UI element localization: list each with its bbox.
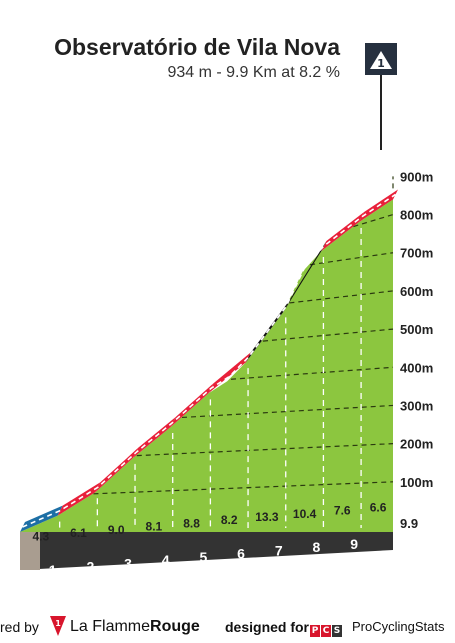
- altitude-tick-label: 700m: [400, 246, 433, 261]
- road-segment: [283, 240, 327, 312]
- altitude-tick-label: 500m: [400, 322, 433, 337]
- altitude-tick-label: 600m: [400, 284, 433, 299]
- la-flamme-rouge-brand[interactable]: La FlammeRouge: [70, 618, 200, 636]
- road-segment: [133, 417, 176, 458]
- pcs-brand[interactable]: ProCyclingStats: [352, 619, 445, 634]
- la-flamme-rouge-logo-icon: 1: [50, 616, 66, 636]
- climb-profile-chart: 100m 200m 300m 400m 500m 600m 700m 800m 900m 4.3 6…: [20, 43, 434, 578]
- category-triangle-icon: [370, 51, 392, 69]
- altitude-gridline: [93, 481, 394, 495]
- segment-gradient-label: 8.1: [146, 520, 163, 534]
- altitude-gridline: [136, 443, 394, 457]
- designed-for-text: designed for: [225, 619, 310, 635]
- category-label: 1: [377, 57, 385, 70]
- segment-gradient-label: 13.3: [255, 510, 279, 524]
- km-marker-label: 5: [199, 549, 207, 565]
- segment-gradient-label: 4.3: [32, 529, 49, 543]
- segment-gradient-label: 10.4: [293, 507, 317, 521]
- altitude-tick-label: 100m: [400, 475, 433, 490]
- km-marker-label: 1: [49, 562, 57, 578]
- km-marker-label: 2: [86, 559, 94, 575]
- km-marker-label: 8: [313, 539, 321, 555]
- segment-gradient-label: 9.0: [108, 523, 125, 537]
- km-marker-label: 9: [350, 536, 358, 552]
- km-marker-label: 7: [275, 542, 283, 558]
- profile-fill-area: [20, 199, 393, 532]
- powered-by-text: red by: [0, 619, 39, 635]
- profile-side-wall: [20, 532, 40, 570]
- segment-gradient-label: 6.6: [370, 500, 387, 514]
- segment-gradient-label: 8.2: [221, 513, 238, 527]
- profile-base-strip: [20, 511, 393, 570]
- pcs-badge-s: S: [332, 625, 342, 637]
- km-marker-label: 4: [162, 552, 170, 568]
- brand-part-rouge: Rouge: [150, 618, 200, 635]
- brand-part-flamme: La Flamme: [70, 618, 151, 635]
- pcs-badge-p: P: [310, 625, 320, 637]
- altitude-gridline: [230, 366, 394, 380]
- segment-gradient-label: 8.8: [183, 516, 200, 530]
- km-marker-label: 3: [124, 555, 132, 571]
- altitude-tick-label: 300m: [400, 398, 433, 413]
- svg-text:1: 1: [55, 619, 61, 628]
- altitude-tick-label: 400m: [400, 360, 433, 375]
- altitude-tick-label: 900m: [400, 169, 433, 184]
- altitude-tick-label: 800m: [400, 208, 433, 223]
- distance-end-label: 9.9: [400, 516, 418, 531]
- pcs-badge-c: C: [321, 625, 331, 637]
- segment-gradient-label: 7.6: [334, 504, 351, 518]
- segment-gradient-label: 6.1: [70, 526, 87, 540]
- altitude-gridline: [262, 328, 394, 342]
- climb-subtitle: 934 m - 9.9 Km at 8.2 %: [167, 64, 340, 81]
- km-marker-label: 6: [237, 546, 245, 562]
- altitude-gridline: [353, 213, 394, 228]
- altitude-tick-label: 200m: [400, 437, 433, 452]
- climb-title: Observatório de Vila Nova: [54, 34, 340, 60]
